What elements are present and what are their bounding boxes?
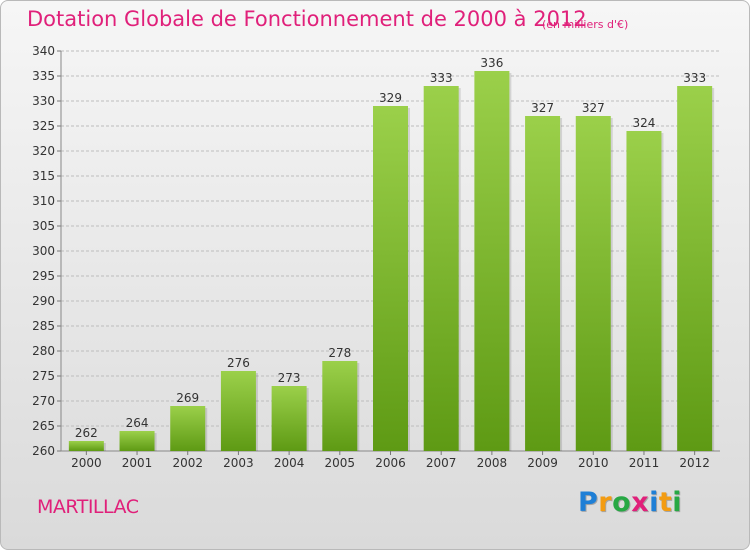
bar-value-label: 278 [328, 346, 351, 360]
x-tick-label: 2010 [578, 456, 609, 470]
y-tick-label: 260 [32, 444, 55, 458]
bar [626, 131, 662, 451]
y-tick-label: 280 [32, 344, 55, 358]
y-tick-label: 275 [32, 369, 55, 383]
bar [575, 116, 611, 451]
x-tick-label: 2006 [375, 456, 406, 470]
y-tick-label: 340 [32, 44, 55, 58]
brand-letter: x [631, 487, 650, 518]
bar-value-label: 327 [531, 101, 554, 115]
y-tick-label: 320 [32, 144, 55, 158]
x-tick-label: 2011 [629, 456, 660, 470]
brand-letter: o [612, 487, 632, 518]
y-tick-label: 335 [32, 69, 55, 83]
y-tick-label: 330 [32, 94, 55, 108]
bars [68, 71, 715, 451]
bar [373, 106, 408, 451]
y-tick-label: 295 [32, 269, 55, 283]
y-tick-label: 285 [32, 319, 55, 333]
y-tick-label: 270 [32, 394, 55, 408]
x-tick-label: 2008 [477, 456, 508, 470]
bar [322, 361, 358, 451]
bar [423, 86, 459, 451]
brand-letter: i [649, 487, 659, 518]
brand-logo[interactable]: Proxiti [578, 487, 682, 518]
x-tick-label: 2012 [679, 456, 710, 470]
x-tick-label: 2007 [426, 456, 457, 470]
x-tick-label: 2004 [274, 456, 305, 470]
bar-value-label: 262 [75, 426, 98, 440]
bar [474, 71, 510, 451]
y-tick-label: 315 [32, 169, 55, 183]
y-tick-label: 310 [32, 194, 55, 208]
bar-value-label: 327 [582, 101, 605, 115]
bar-value-label: 264 [126, 416, 149, 430]
y-tick-label: 290 [32, 294, 55, 308]
brand-letter: r [598, 487, 613, 518]
axes: 260 265 270 275 280 285 290 295 300 305 310 315 320 3… [32, 44, 720, 458]
bar [525, 116, 561, 451]
x-tick-label: 2003 [223, 456, 254, 470]
place-name: MARTILLAC [37, 496, 139, 518]
bar [271, 386, 307, 451]
bar [170, 406, 206, 451]
bar-value-label: 329 [379, 91, 402, 105]
brand-letter: t [658, 487, 673, 518]
bar-value-label: 333 [683, 71, 706, 85]
bar [677, 86, 713, 451]
bar [119, 431, 155, 451]
brand-letter: i [672, 487, 683, 518]
x-tick-label: 2009 [527, 456, 558, 470]
y-tick-label: 300 [32, 244, 55, 258]
bar-value-label: 276 [227, 356, 250, 370]
bar-value-label: 269 [176, 391, 199, 405]
bar [220, 371, 256, 451]
brand-letter: P [578, 487, 599, 518]
y-tick-label: 265 [32, 419, 55, 433]
x-tick-label: 2000 [71, 456, 102, 470]
chart-title: Dotation Globale de Fonctionnement de 20… [27, 7, 587, 31]
x-tick-label: 2005 [325, 456, 356, 470]
y-tick-label: 305 [32, 219, 55, 233]
bar-value-label: 333 [430, 71, 453, 85]
bar-value-label: 273 [278, 371, 301, 385]
bar-value-label: 324 [633, 116, 656, 130]
x-tick-label: 2001 [122, 456, 153, 470]
chart-subtitle: (en milliers d'€) [542, 18, 629, 31]
x-tick-label: 2002 [172, 456, 203, 470]
labels: 262 2000 264 2001 269 2002 276 2003 273 2004 278 20… [71, 56, 710, 470]
bar [68, 441, 104, 451]
y-tick-label: 325 [32, 119, 55, 133]
bar-value-label: 336 [480, 56, 503, 70]
